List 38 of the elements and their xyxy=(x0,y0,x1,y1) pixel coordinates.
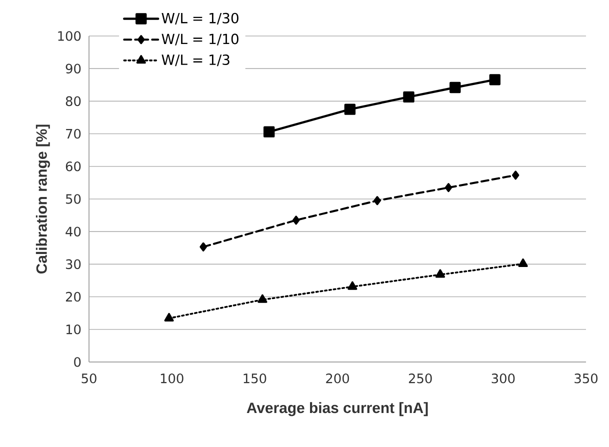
y-tick-label: 30 xyxy=(66,259,81,270)
y-tick-label: 80 xyxy=(66,96,81,106)
y-tick-label: 0 xyxy=(74,357,81,367)
point xyxy=(348,281,358,290)
x-tick-label: 200 xyxy=(326,374,349,384)
point xyxy=(200,242,207,252)
point xyxy=(435,269,446,278)
y-tick-label: 20 xyxy=(66,292,81,302)
x-tick-label: 50 xyxy=(82,374,96,384)
point xyxy=(444,183,452,192)
point xyxy=(263,126,275,138)
y-tick-label: 60 xyxy=(66,161,81,172)
point xyxy=(512,170,520,180)
point xyxy=(489,74,500,86)
y-tick-label: 100 xyxy=(58,31,81,41)
x-axis-title: Average bias current [nA] xyxy=(246,402,428,416)
y-tick-label: 50 xyxy=(66,194,81,204)
x-tick-label: 100 xyxy=(160,374,184,384)
legend-label: W/L = 1/3 xyxy=(162,54,230,66)
y-axis-title: Calibration range [%] xyxy=(36,124,50,274)
y-tick-label: 10 xyxy=(66,324,81,334)
y-tick-label: 70 xyxy=(66,128,81,139)
x-tick-label: 300 xyxy=(492,374,515,384)
y-tick-label: 90 xyxy=(66,64,81,74)
x-tick-label: 150 xyxy=(244,374,266,384)
point xyxy=(518,258,528,268)
point xyxy=(258,294,268,303)
y-tick-label: 40 xyxy=(66,226,81,236)
x-tick-label: 350 xyxy=(574,374,598,384)
legend-label: W/L = 1/10 xyxy=(162,34,238,46)
x-tick-label: 250 xyxy=(408,374,432,384)
point xyxy=(164,312,174,322)
point xyxy=(292,216,300,225)
legend-label: W/L = 1/30 xyxy=(162,12,238,24)
point xyxy=(450,82,461,94)
point xyxy=(374,196,381,206)
point xyxy=(403,91,414,103)
point xyxy=(344,104,356,115)
